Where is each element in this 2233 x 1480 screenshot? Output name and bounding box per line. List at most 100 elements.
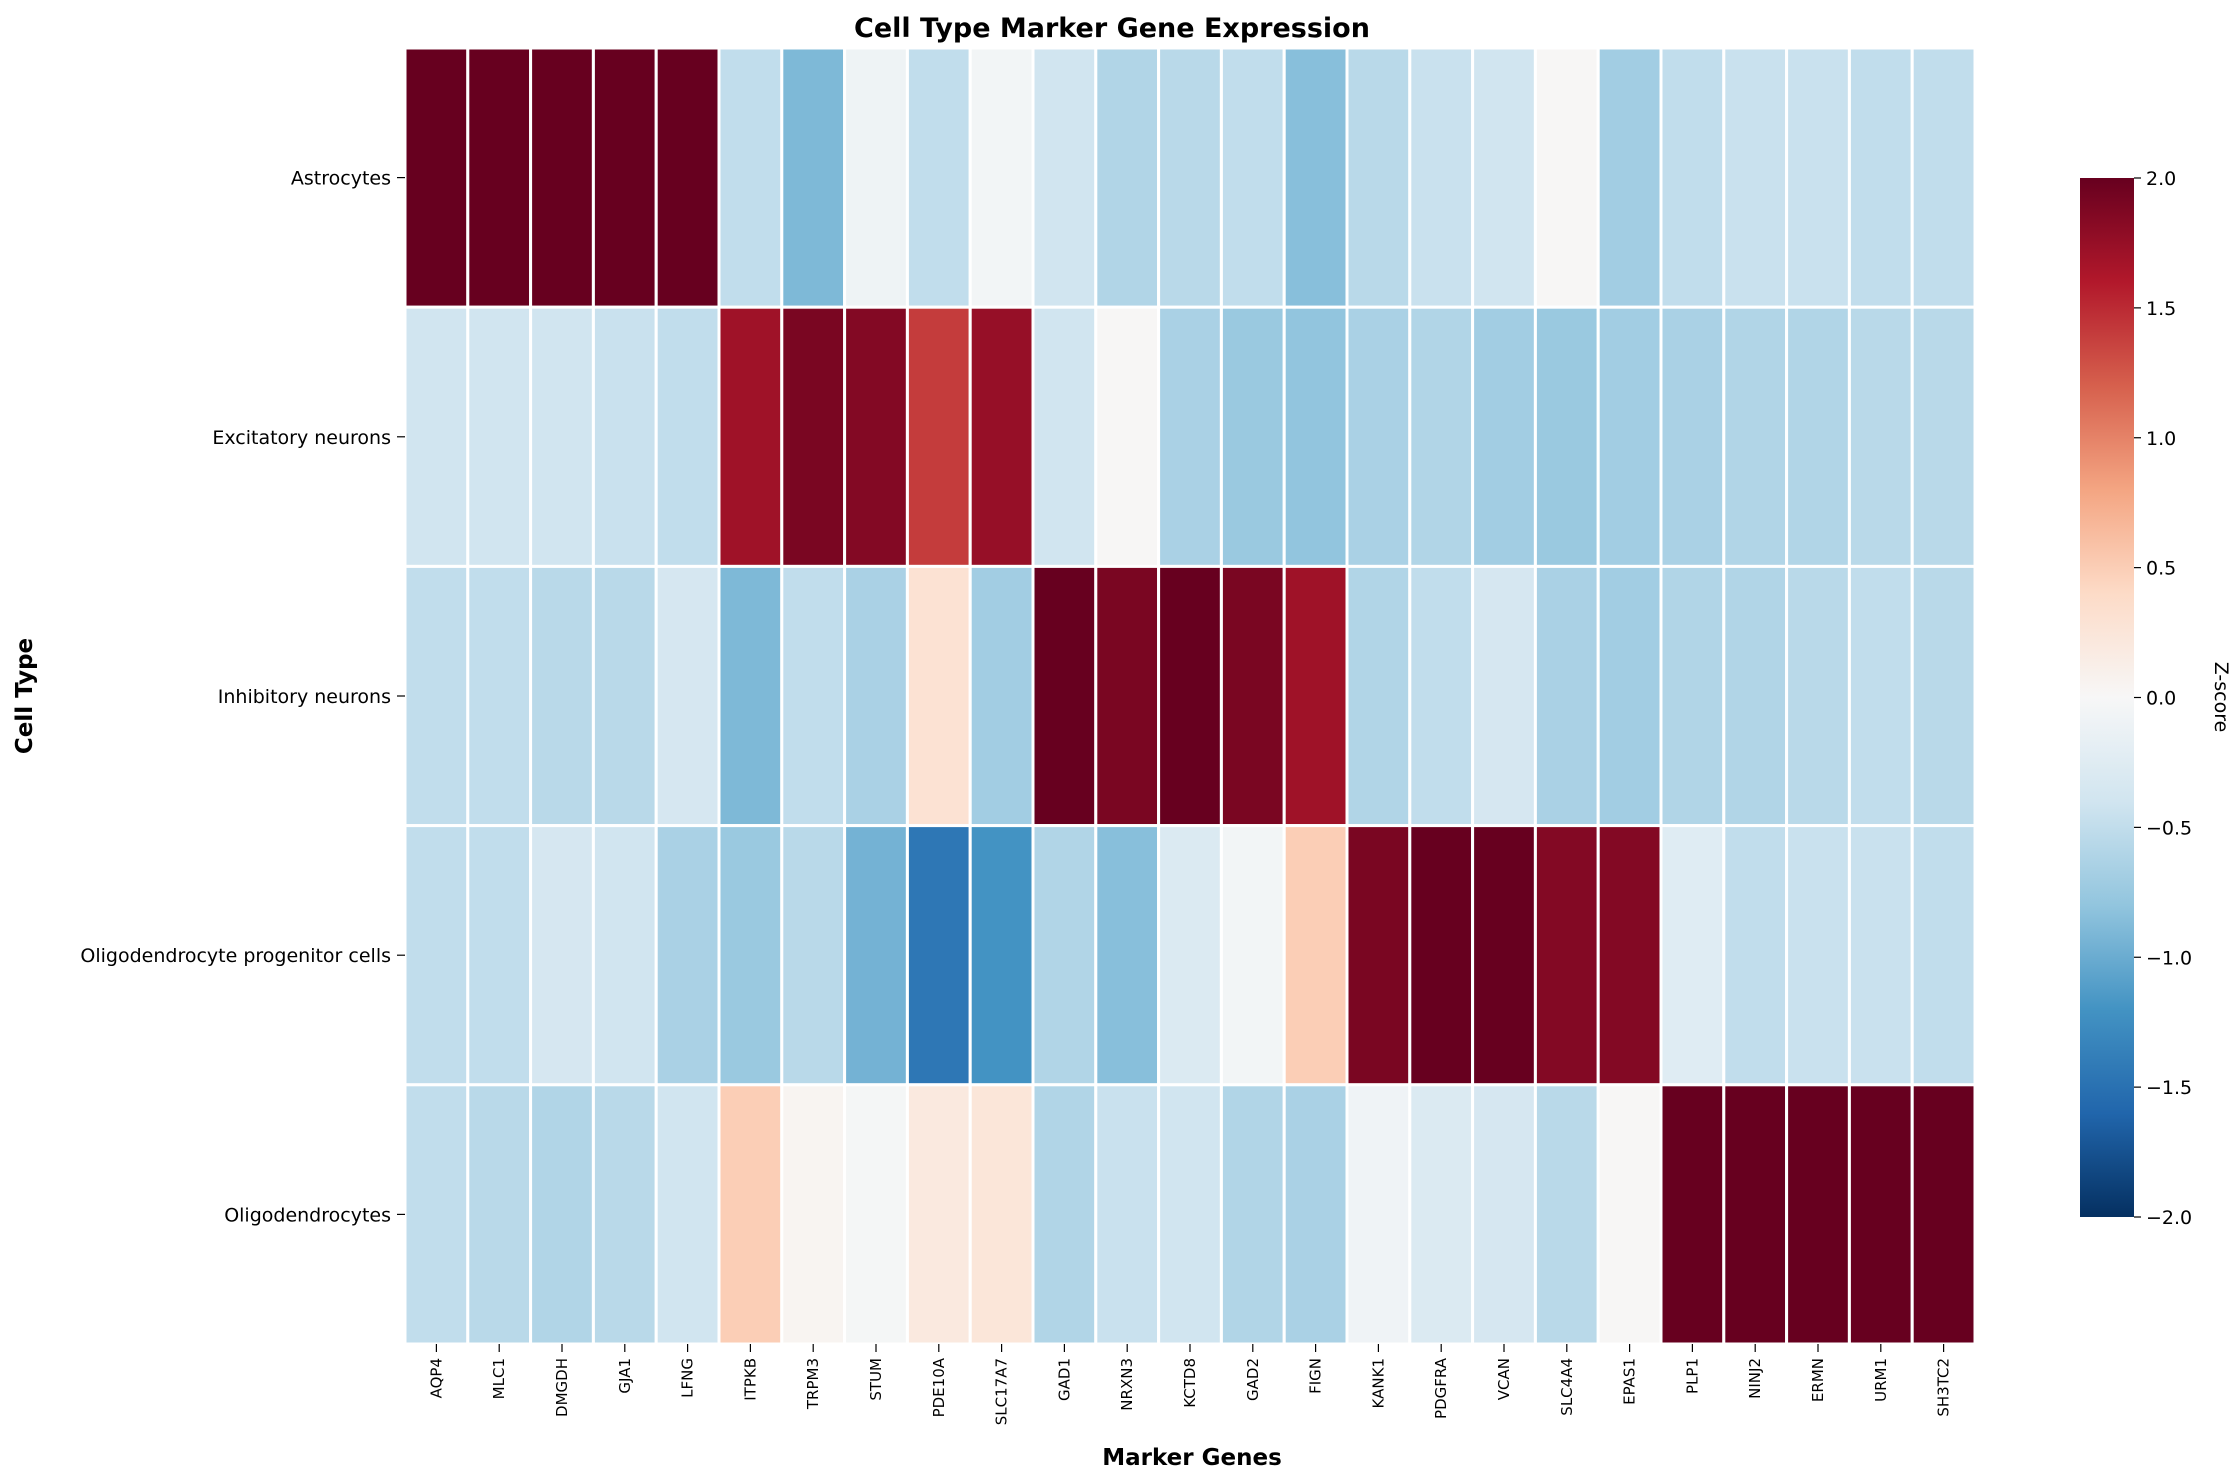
x-tick-label: AQP4 bbox=[427, 1358, 445, 1398]
x-tick-label: NRXN3 bbox=[1118, 1358, 1136, 1411]
heatmap-cell bbox=[1345, 305, 1412, 568]
x-tick-label: VCAN bbox=[1495, 1358, 1513, 1400]
heatmap-cell bbox=[1847, 46, 1914, 309]
heatmap-cell bbox=[968, 46, 1035, 309]
heatmap-cell bbox=[591, 824, 658, 1087]
x-tick-label: GAD2 bbox=[1244, 1358, 1262, 1401]
heatmap-cell bbox=[780, 305, 847, 568]
x-tick-label: SH3TC2 bbox=[1935, 1358, 1953, 1417]
heatmap-cell bbox=[968, 1083, 1035, 1346]
heatmap-cell bbox=[1533, 305, 1600, 568]
colorbar-tick-label: 0.0 bbox=[2146, 688, 2176, 710]
heatmap-cell bbox=[1094, 46, 1161, 309]
heatmap-cell bbox=[1031, 305, 1098, 568]
heatmap-cell bbox=[905, 824, 972, 1087]
heatmap-cell bbox=[1722, 46, 1789, 309]
heatmap-cell bbox=[403, 564, 470, 828]
heatmap-cell bbox=[1785, 1083, 1851, 1346]
heatmap-cell bbox=[717, 1083, 784, 1346]
heatmap-cell bbox=[1659, 305, 1726, 568]
y-axis-ticks: Astrocytes Excitatory neurons Inhibitory n… bbox=[80, 168, 405, 1226]
x-tick-label: PDGFRA bbox=[1432, 1357, 1450, 1419]
heatmap-cell bbox=[403, 824, 470, 1087]
heatmap-cell bbox=[654, 305, 721, 568]
colorbar-tick-label: −1.0 bbox=[2146, 947, 2192, 969]
heatmap-cell bbox=[717, 46, 784, 309]
heatmap-cell bbox=[1219, 1083, 1286, 1346]
heatmap-cell bbox=[1596, 824, 1663, 1087]
heatmap-cell bbox=[780, 1083, 847, 1346]
colorbar-ticks: 2.0 1.5 1.0 0.5 0.0 −0.5 −1.0 −1.5 −2.0 bbox=[2134, 168, 2192, 1229]
heatmap-cell bbox=[1533, 824, 1600, 1087]
heatmap-cell bbox=[780, 46, 847, 309]
y-tick-label: Oligodendrocyte progenitor cells bbox=[80, 945, 391, 967]
y-tick-label: Excitatory neurons bbox=[212, 427, 391, 449]
heatmap-cell bbox=[466, 305, 533, 568]
heatmap-cell bbox=[1596, 46, 1663, 309]
heatmap-cell bbox=[1219, 824, 1286, 1087]
heatmap-cell bbox=[843, 564, 909, 828]
heatmap-cell bbox=[1282, 305, 1349, 568]
heatmap-cell bbox=[1345, 1083, 1412, 1346]
colorbar-tick-label: −1.5 bbox=[2146, 1077, 2192, 1099]
heatmap-cell bbox=[1722, 564, 1789, 828]
chart-title: Cell Type Marker Gene Expression bbox=[854, 13, 1370, 44]
heatmap-cell bbox=[1722, 305, 1789, 568]
heatmap-cell bbox=[1031, 824, 1098, 1087]
heatmap-cell bbox=[1219, 46, 1286, 309]
heatmap-cell bbox=[1345, 46, 1412, 309]
x-tick-label: SLC4A4 bbox=[1558, 1358, 1576, 1416]
heatmap-cell bbox=[403, 305, 470, 568]
heatmap-cell bbox=[1596, 1083, 1663, 1346]
heatmap-cell bbox=[1533, 1083, 1600, 1346]
heatmap-cell bbox=[1471, 564, 1537, 828]
colorbar-tick-label: 2.0 bbox=[2146, 168, 2176, 190]
colorbar-tick-label: −2.0 bbox=[2146, 1207, 2192, 1229]
x-tick-label: ERMN bbox=[1809, 1358, 1827, 1402]
heatmap-cell bbox=[1910, 1083, 1977, 1346]
y-axis-label: Cell Type bbox=[12, 638, 38, 754]
heatmap-cell bbox=[529, 1083, 595, 1346]
heatmap-cell bbox=[1282, 1083, 1349, 1346]
heatmap-cell bbox=[1094, 1083, 1161, 1346]
heatmap-cell bbox=[1785, 824, 1851, 1087]
heatmap-cell bbox=[1659, 564, 1726, 828]
x-tick-label: PDE10A bbox=[930, 1357, 948, 1417]
heatmap-cell bbox=[466, 46, 533, 309]
heatmap-cell bbox=[1219, 305, 1286, 568]
heatmap-cell bbox=[654, 824, 721, 1087]
colorbar-tick-label: 1.5 bbox=[2146, 298, 2176, 320]
heatmap-cell bbox=[905, 1083, 972, 1346]
heatmap-cell bbox=[1471, 46, 1537, 309]
heatmap-cell bbox=[1471, 824, 1537, 1087]
heatmap-cell bbox=[1910, 564, 1977, 828]
heatmap-cell bbox=[403, 1083, 470, 1346]
heatmap-cell bbox=[1847, 305, 1914, 568]
heatmap-cell bbox=[1659, 1083, 1726, 1346]
heatmap-cell bbox=[968, 824, 1035, 1087]
heatmap-cell bbox=[654, 46, 721, 309]
heatmap-cell bbox=[591, 305, 658, 568]
x-tick-label: KANK1 bbox=[1369, 1358, 1387, 1408]
heatmap-cell bbox=[466, 564, 533, 828]
heatmap-cell bbox=[1157, 1083, 1223, 1346]
x-tick-label: SLC17A7 bbox=[993, 1358, 1011, 1425]
heatmap-cell bbox=[905, 46, 972, 309]
y-tick-label: Inhibitory neurons bbox=[218, 686, 391, 708]
heatmap-cell bbox=[717, 305, 784, 568]
heatmap-cell bbox=[1219, 564, 1286, 828]
x-tick-label: GAD1 bbox=[1055, 1358, 1073, 1401]
x-axis-ticks: AQP4 MLC1 DMGDH GJA1 LFNG ITPKB TRPM3 STUM PDE10… bbox=[427, 1344, 1953, 1425]
heatmap-cell bbox=[1408, 305, 1475, 568]
colorbar-tick-label: 0.5 bbox=[2146, 558, 2176, 580]
y-tick-label: Oligodendrocytes bbox=[224, 1204, 391, 1226]
heatmap-cell bbox=[403, 46, 470, 309]
heatmap-cell bbox=[1031, 1083, 1098, 1346]
heatmap-cell bbox=[1031, 46, 1098, 309]
x-tick-label: KCTD8 bbox=[1181, 1358, 1199, 1408]
heatmap-cell bbox=[843, 1083, 909, 1346]
heatmap-cell bbox=[1659, 46, 1726, 309]
heatmap-cell bbox=[1910, 305, 1977, 568]
heatmap-cell bbox=[1094, 305, 1161, 568]
heatmap-cell bbox=[780, 824, 847, 1087]
